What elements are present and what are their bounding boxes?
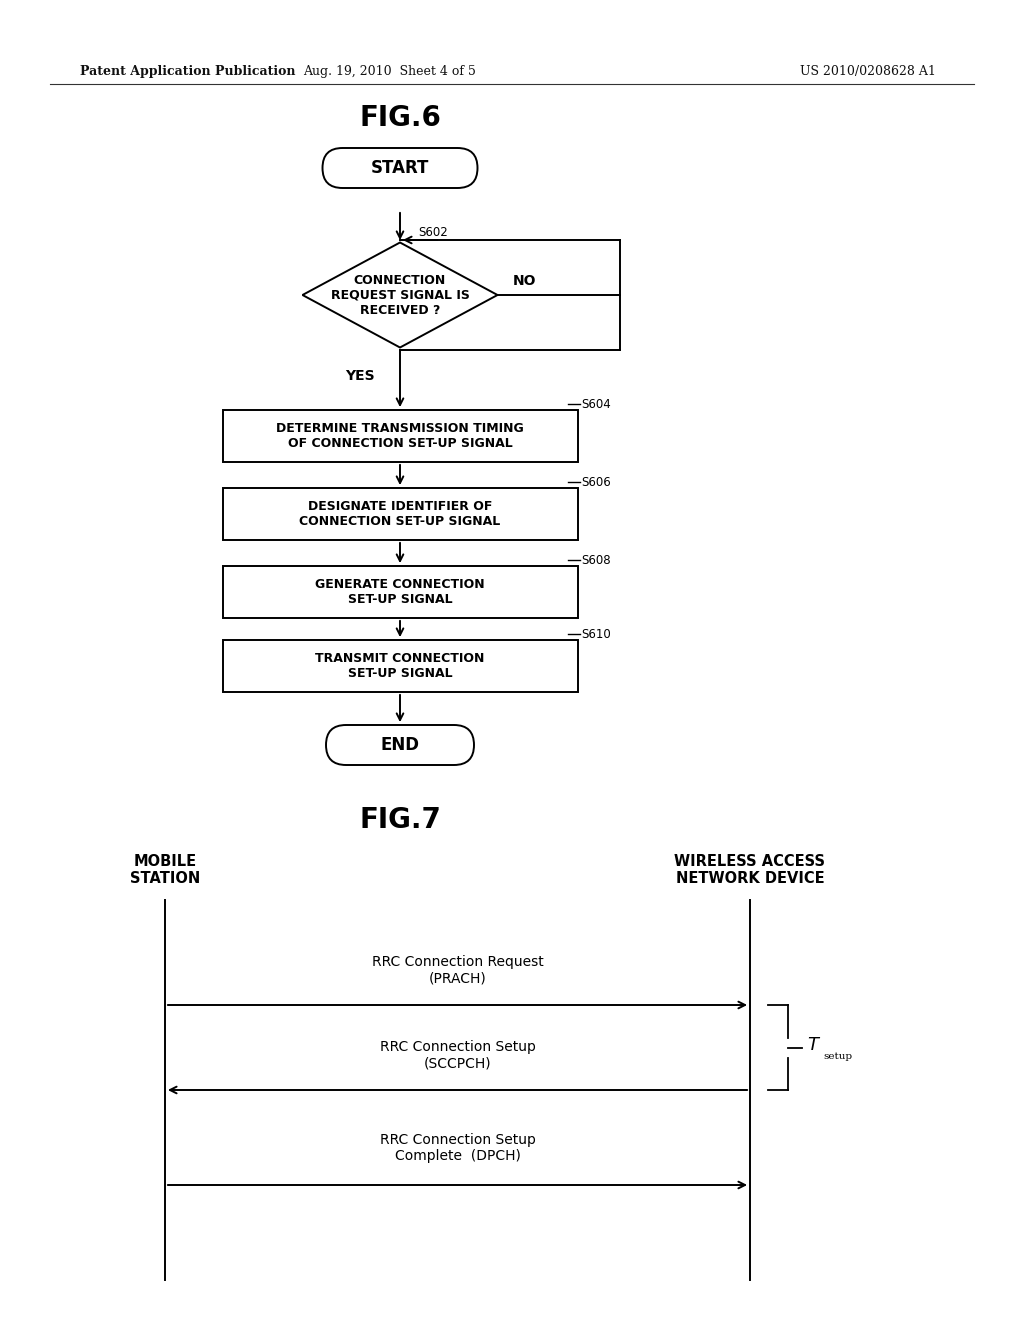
Text: NO: NO <box>512 275 536 288</box>
Bar <box>222 411 578 462</box>
FancyBboxPatch shape <box>323 148 477 187</box>
Text: S604: S604 <box>582 397 611 411</box>
Polygon shape <box>302 243 498 347</box>
Text: WIRELESS ACCESS
NETWORK DEVICE: WIRELESS ACCESS NETWORK DEVICE <box>675 854 825 886</box>
Text: S606: S606 <box>582 475 611 488</box>
Text: RRC Connection Setup
(SCCPCH): RRC Connection Setup (SCCPCH) <box>380 1040 536 1071</box>
Text: END: END <box>381 737 420 754</box>
Text: CONNECTION
REQUEST SIGNAL IS
RECEIVED ?: CONNECTION REQUEST SIGNAL IS RECEIVED ? <box>331 273 469 317</box>
Text: YES: YES <box>345 368 375 383</box>
Text: START: START <box>371 158 429 177</box>
Text: RRC Connection Setup
Complete  (DPCH): RRC Connection Setup Complete (DPCH) <box>380 1133 536 1163</box>
Text: setup: setup <box>823 1052 852 1061</box>
Text: FIG.6: FIG.6 <box>359 104 441 132</box>
Text: MOBILE
STATION: MOBILE STATION <box>130 854 200 886</box>
Text: US 2010/0208628 A1: US 2010/0208628 A1 <box>800 66 936 78</box>
Text: GENERATE CONNECTION
SET-UP SIGNAL: GENERATE CONNECTION SET-UP SIGNAL <box>315 578 484 606</box>
Bar <box>222 640 578 692</box>
Text: TRANSMIT CONNECTION
SET-UP SIGNAL: TRANSMIT CONNECTION SET-UP SIGNAL <box>315 652 484 680</box>
Bar <box>222 566 578 618</box>
Text: FIG.7: FIG.7 <box>359 807 441 834</box>
Text: S602: S602 <box>418 226 447 239</box>
Bar <box>222 488 578 540</box>
Text: RRC Connection Request
(PRACH): RRC Connection Request (PRACH) <box>372 954 544 985</box>
Text: S608: S608 <box>582 553 611 566</box>
Text: DESIGNATE IDENTIFIER OF
CONNECTION SET-UP SIGNAL: DESIGNATE IDENTIFIER OF CONNECTION SET-U… <box>299 500 501 528</box>
Text: S610: S610 <box>582 627 611 640</box>
Text: Patent Application Publication: Patent Application Publication <box>80 66 296 78</box>
Text: $T$: $T$ <box>807 1036 821 1055</box>
Text: Aug. 19, 2010  Sheet 4 of 5: Aug. 19, 2010 Sheet 4 of 5 <box>303 66 476 78</box>
FancyBboxPatch shape <box>326 725 474 766</box>
Text: DETERMINE TRANSMISSION TIMING
OF CONNECTION SET-UP SIGNAL: DETERMINE TRANSMISSION TIMING OF CONNECT… <box>276 422 524 450</box>
